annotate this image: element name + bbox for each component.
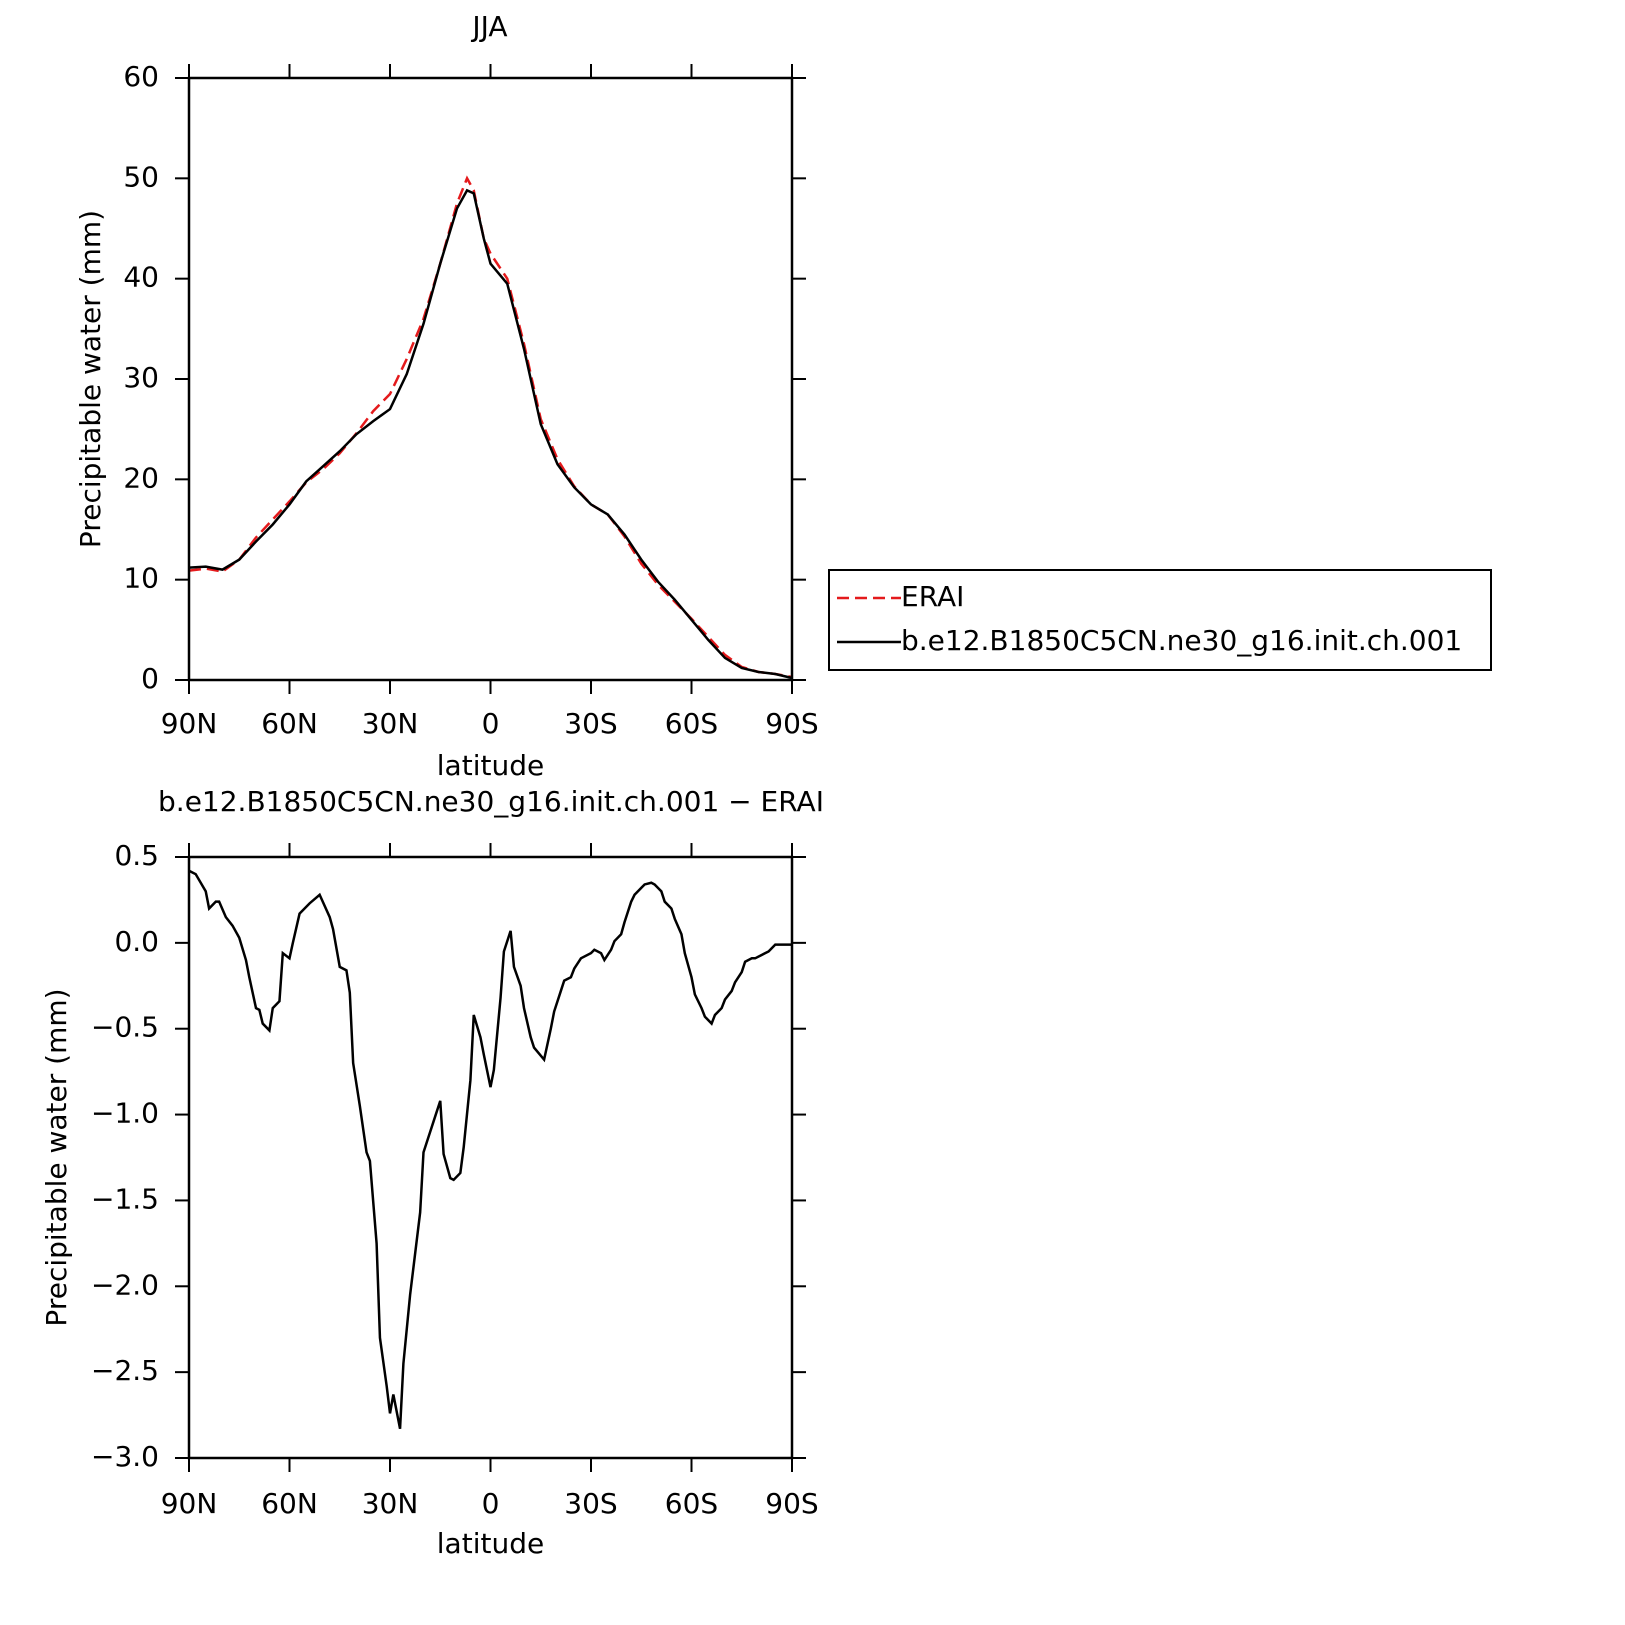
y-tick-label: 10	[123, 562, 159, 595]
y-axis-label: Precipitable water (mm)	[74, 210, 107, 548]
y-tick-label: 50	[123, 160, 159, 193]
y-tick-label: −0.5	[91, 1011, 159, 1044]
x-tick-label: 90N	[161, 1487, 218, 1520]
y-tick-label: 40	[123, 261, 159, 294]
x-tick-label: 30N	[362, 707, 419, 740]
x-tick-label: 30S	[564, 707, 617, 740]
y-tick-label: 30	[123, 361, 159, 394]
y-tick-label: 20	[123, 461, 159, 494]
x-tick-label: 60N	[261, 1487, 318, 1520]
x-tick-label: 90N	[161, 707, 218, 740]
x-tick-label: 0	[482, 1487, 500, 1520]
x-axis-label: latitude	[437, 749, 544, 782]
x-tick-label: 30S	[564, 1487, 617, 1520]
y-axis-label: Precipitable water (mm)	[40, 988, 73, 1326]
y-tick-label: −2.0	[91, 1268, 159, 1301]
data-line	[188, 175, 793, 679]
y-tick-label: −1.0	[91, 1097, 159, 1130]
legend-label: ERAI	[901, 580, 964, 613]
x-tick-label: 60S	[665, 707, 718, 740]
y-tick-label: −1.5	[91, 1182, 159, 1215]
y-tick-label: −2.5	[91, 1354, 159, 1387]
x-tick-label: 60S	[665, 1487, 718, 1520]
y-tick-label: 0.0	[114, 925, 159, 958]
plot-frame	[187, 855, 794, 1460]
x-axis-label: latitude	[437, 1527, 544, 1560]
x-tick-label: 90S	[765, 1487, 818, 1520]
chart-title: JJA	[470, 10, 507, 43]
data-line	[188, 869, 792, 1430]
data-line	[188, 188, 793, 680]
legend: ERAI b.e12.B1850C5CN.ne30_g16.init.ch.001	[828, 569, 1492, 671]
plot-frame	[187, 76, 794, 682]
y-tick-label: 0	[141, 662, 159, 695]
legend-box	[828, 569, 1492, 671]
y-tick-label: 0.5	[114, 839, 159, 872]
x-tick-label: 0	[482, 707, 500, 740]
legend-label: b.e12.B1850C5CN.ne30_g16.init.ch.001	[901, 624, 1462, 657]
y-tick-label: −3.0	[91, 1440, 159, 1473]
x-tick-label: 30N	[362, 1487, 419, 1520]
y-tick-label: 60	[123, 60, 159, 93]
chart-title: b.e12.B1850C5CN.ne30_g16.init.ch.001 − E…	[158, 785, 824, 818]
x-tick-label: 90S	[765, 707, 818, 740]
x-tick-label: 60N	[261, 707, 318, 740]
